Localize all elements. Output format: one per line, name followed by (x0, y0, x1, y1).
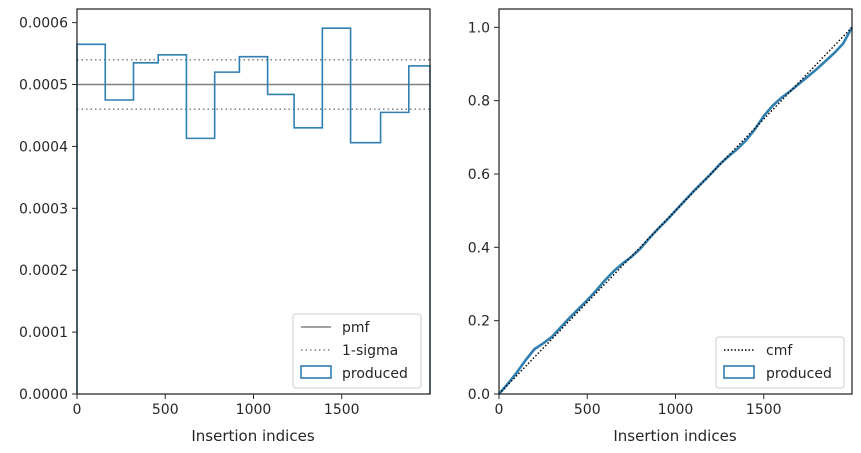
x-tick-label: 1500 (746, 402, 782, 418)
right-chart: 0 500 1000 1500 0.0 0.2 0.4 0.6 0.8 1.0 Insertio… (468, 8, 854, 445)
left-y-axis: 0.0000 0.0001 0.0002 0.0003 0.0004 0.0005 0.00… (19, 16, 77, 403)
y-tick-label: 0.0004 (19, 139, 68, 155)
legend-sigma-label: 1-sigma (342, 343, 398, 359)
y-tick-label: 0.0006 (19, 16, 68, 32)
legend-cmf-label: cmf (766, 343, 793, 359)
y-tick-label: 0.0001 (19, 325, 68, 341)
left-chart-marks (76, 27, 431, 394)
x-tick-label: 1000 (658, 402, 694, 418)
y-tick-label: 0.2 (468, 314, 490, 330)
right-y-axis: 0.0 0.2 0.4 0.6 0.8 1.0 (468, 20, 499, 403)
left-x-axis: 0 500 1000 1500 (73, 394, 360, 418)
legend-pmf-label: pmf (342, 320, 371, 336)
x-tick-label: 0 (73, 402, 82, 418)
y-tick-label: 0.0000 (19, 387, 68, 403)
left-legend-box (292, 313, 422, 389)
legend-produced-label: produced (342, 366, 408, 382)
x-tick-label: 1000 (236, 402, 272, 418)
cmf-line (498, 26, 853, 395)
legend-produced-swatch-right (723, 365, 755, 379)
y-tick-label: 0.0 (468, 387, 490, 403)
right-chart-marks (498, 26, 854, 395)
y-tick-label: 0.8 (468, 94, 490, 110)
x-tick-label: 500 (152, 402, 179, 418)
y-tick-label: 0.0003 (19, 201, 68, 217)
x-tick-label: 500 (574, 402, 601, 418)
produced-histogram (76, 27, 431, 394)
y-tick-label: 0.6 (468, 167, 490, 183)
y-tick-label: 0.4 (468, 240, 490, 256)
right-legend-box (715, 336, 845, 389)
left-legend: pmf 1-sigma produced (292, 313, 422, 389)
legend-produced-swatch (300, 365, 332, 379)
legend-produced-label-right: produced (766, 366, 832, 382)
right-x-axis-label: Insertion indices (613, 427, 736, 445)
y-tick-label: 0.0005 (19, 78, 68, 94)
x-tick-label: 0 (495, 402, 504, 418)
right-x-axis: 0 500 1000 1500 (495, 394, 782, 418)
x-tick-label: 1500 (324, 402, 360, 418)
right-legend: cmf produced (715, 336, 845, 389)
y-tick-label: 0.0002 (19, 263, 68, 279)
y-tick-label: 1.0 (468, 20, 490, 36)
left-x-axis-label: Insertion indices (191, 427, 314, 445)
left-chart: 0 500 1000 1500 0.00000.00010.00020.00030.0… (19, 8, 431, 445)
